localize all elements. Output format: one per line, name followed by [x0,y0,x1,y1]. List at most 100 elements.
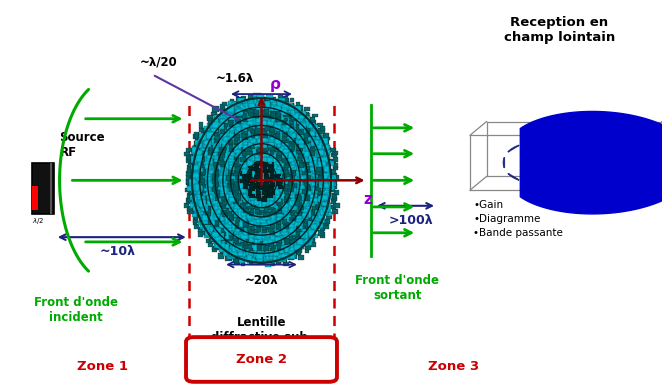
Bar [207,223,211,228]
Bar [256,175,261,179]
Bar [250,232,254,238]
Bar [263,114,269,118]
Bar [234,247,239,250]
Polygon shape [521,116,662,210]
Bar [186,148,191,152]
Bar [215,236,221,240]
Bar [331,169,336,174]
Bar [326,214,332,220]
Bar [213,238,218,244]
Bar [292,253,297,259]
Bar [297,157,302,162]
Bar [289,113,294,119]
Bar [214,138,220,143]
Bar [298,204,305,210]
Bar [242,119,249,123]
Bar [250,196,256,200]
Bar [305,143,310,149]
Bar [220,196,225,201]
Bar [235,227,240,232]
Bar [296,134,301,139]
Bar [275,253,281,258]
Bar [304,200,308,203]
Bar [258,103,263,109]
Bar [328,161,334,166]
Bar [229,132,234,138]
Bar [219,147,226,153]
Bar [213,161,218,167]
Bar [242,104,247,110]
Bar [220,218,225,222]
Bar [270,234,277,240]
Bar [222,211,228,217]
Bar [316,216,321,221]
Bar [282,181,287,185]
Bar [261,128,267,134]
Bar [330,159,336,163]
Bar [277,166,283,171]
Bar [240,203,246,209]
Bar [212,246,218,250]
Bar [220,109,226,115]
Bar [227,252,235,259]
Bar [273,254,280,261]
Bar [254,229,260,233]
Bar [254,93,261,100]
Bar [324,190,330,196]
Bar [289,128,293,134]
Bar [248,101,256,107]
Bar [240,107,247,112]
Bar [255,168,261,173]
Bar [226,223,232,228]
Bar [319,153,324,158]
Bar [277,244,281,249]
Bar [254,135,259,139]
Bar [306,236,311,241]
Bar [299,154,305,158]
Bar [285,244,290,250]
Bar [302,189,308,194]
Bar [276,223,281,228]
Bar [215,241,221,249]
Bar [230,232,234,237]
Bar [318,161,323,167]
Bar [228,102,232,107]
Bar [256,149,262,155]
Bar [259,95,264,100]
Bar [256,254,262,259]
Bar [267,187,273,193]
Bar [199,196,205,202]
Bar [270,261,275,266]
Bar [326,147,331,153]
Bar [235,174,240,180]
Bar [224,244,229,250]
Bar [185,188,191,192]
Bar [269,98,273,103]
Bar [275,250,282,256]
Bar [246,243,252,249]
Bar [247,258,253,263]
Bar [248,169,252,173]
Bar [297,242,304,249]
Bar [291,133,296,138]
Bar [323,207,329,212]
Bar [215,236,221,243]
Bar [291,109,295,114]
Bar [254,178,258,182]
Bar [227,119,233,125]
Bar [256,219,262,223]
Bar [325,140,330,145]
Bar [311,139,317,146]
Bar [254,104,260,108]
Bar [312,216,320,220]
Bar [263,103,269,107]
Bar [222,245,228,250]
Bar [269,103,275,109]
Bar [269,149,275,152]
Bar [283,96,289,102]
Bar [207,155,211,160]
Bar [284,152,288,156]
Bar [332,193,337,199]
Bar [253,251,258,257]
Bar [295,118,300,121]
